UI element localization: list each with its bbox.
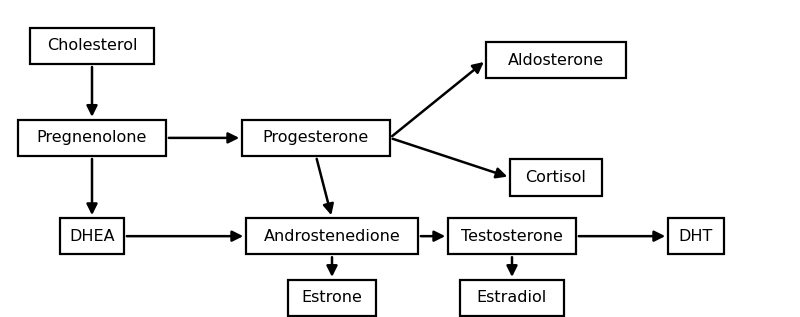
FancyBboxPatch shape xyxy=(18,120,166,156)
Text: Testosterone: Testosterone xyxy=(461,229,563,244)
FancyBboxPatch shape xyxy=(510,159,602,196)
FancyBboxPatch shape xyxy=(486,42,626,78)
Text: DHEA: DHEA xyxy=(69,229,115,244)
FancyBboxPatch shape xyxy=(242,120,390,156)
Text: Aldosterone: Aldosterone xyxy=(508,53,604,68)
FancyBboxPatch shape xyxy=(288,280,376,316)
FancyBboxPatch shape xyxy=(246,218,418,254)
FancyBboxPatch shape xyxy=(448,218,576,254)
Text: Cholesterol: Cholesterol xyxy=(46,38,138,54)
Text: Estrone: Estrone xyxy=(302,290,362,306)
Text: Progesterone: Progesterone xyxy=(263,130,369,146)
Text: Androstenedione: Androstenedione xyxy=(264,229,400,244)
FancyBboxPatch shape xyxy=(668,218,724,254)
FancyBboxPatch shape xyxy=(60,218,124,254)
Text: Estradiol: Estradiol xyxy=(477,290,547,306)
Text: DHT: DHT xyxy=(679,229,713,244)
Text: Pregnenolone: Pregnenolone xyxy=(37,130,147,146)
FancyBboxPatch shape xyxy=(460,280,564,316)
FancyBboxPatch shape xyxy=(30,28,154,64)
Text: Cortisol: Cortisol xyxy=(526,170,586,185)
